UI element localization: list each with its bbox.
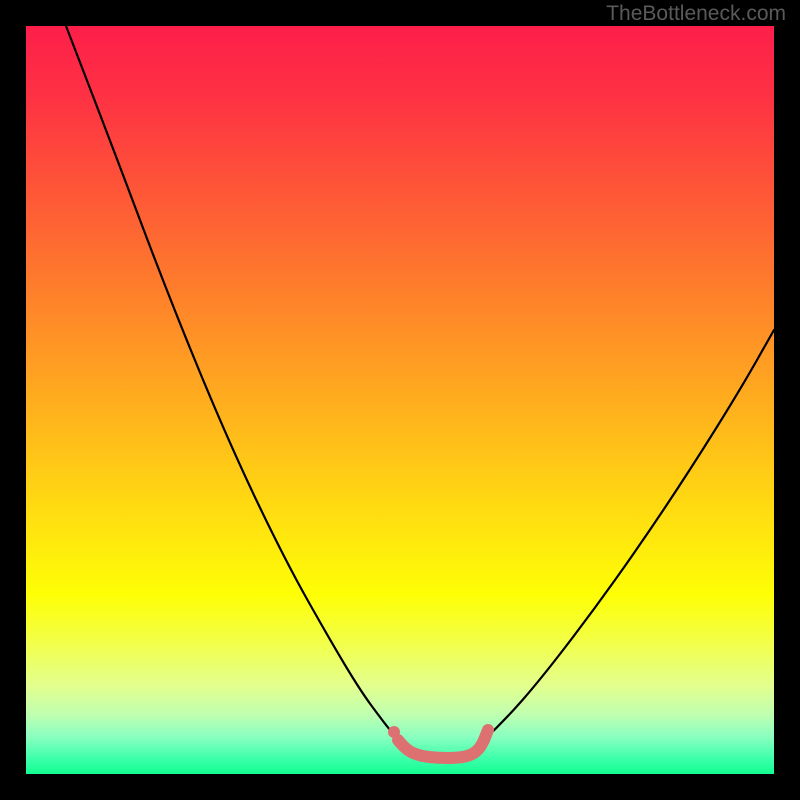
chart-frame: TheBottleneck.com (0, 0, 800, 800)
bottleneck-chart (0, 0, 800, 800)
trough-marker-dot (388, 726, 400, 738)
trough-marker-tail (484, 730, 488, 740)
watermark-text: TheBottleneck.com (606, 2, 786, 26)
